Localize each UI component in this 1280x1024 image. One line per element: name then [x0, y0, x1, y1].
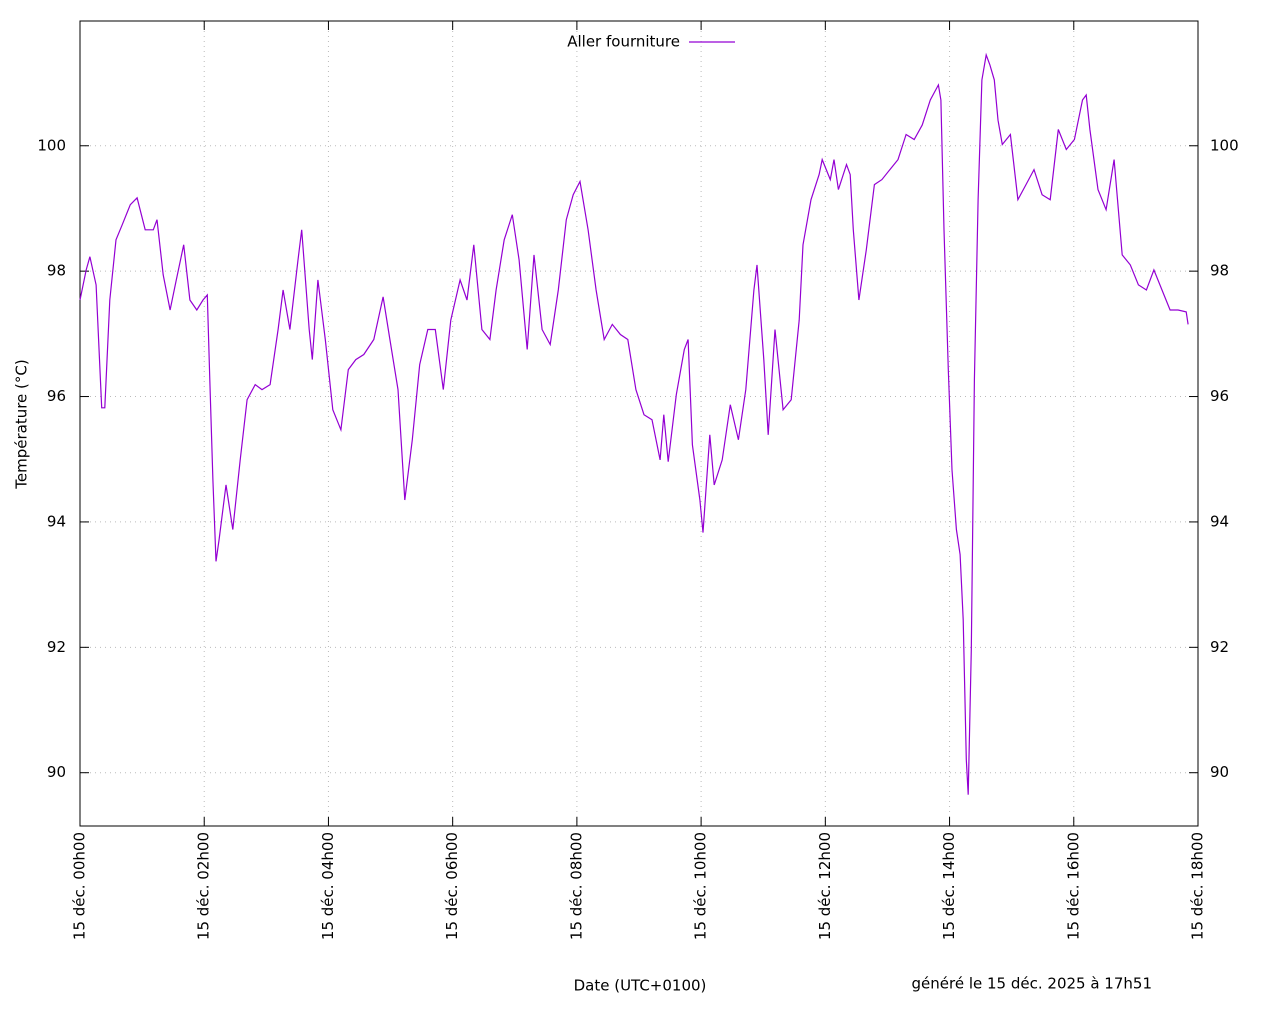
- x-tick-label: 15 déc. 16h00: [1064, 832, 1082, 940]
- x-axis-label: Date (UTC+0100): [574, 977, 707, 995]
- y-tick-label: 92: [47, 638, 66, 656]
- y2-tick-label: 96: [1210, 387, 1229, 405]
- y-axis-label: Température (°C): [13, 359, 31, 489]
- y2-tick-label: 100: [1210, 136, 1239, 154]
- y2-tick-label: 90: [1210, 763, 1229, 781]
- x-tick-label: 15 déc. 10h00: [692, 832, 710, 940]
- legend-label: Aller fourniture: [567, 33, 680, 51]
- y-tick-label: 96: [47, 387, 66, 405]
- y2-tick-label: 94: [1210, 512, 1229, 530]
- x-tick-label: 15 déc. 02h00: [195, 832, 213, 940]
- y-tick-label: 98: [47, 262, 66, 280]
- x-tick-label: 15 déc. 12h00: [816, 832, 834, 940]
- y2-tick-label: 98: [1210, 262, 1229, 280]
- x-tick-label: 15 déc. 18h00: [1189, 832, 1207, 940]
- footer: généré le 15 déc. 2025 à 17h51: [912, 975, 1152, 993]
- plot-frame: [79, 20, 1199, 827]
- y-tick-label: 100: [37, 136, 66, 154]
- x-tick-label: 15 déc. 08h00: [567, 832, 585, 940]
- x-tick-label: 15 déc. 00h00: [71, 832, 89, 940]
- data-line: [79, 52, 1189, 795]
- x-tick-label: 15 déc. 04h00: [319, 832, 337, 940]
- x-tick-label: 15 déc. 14h00: [940, 832, 958, 940]
- x-tick-label: 15 déc. 06h00: [443, 832, 461, 940]
- y2-tick-label: 92: [1210, 638, 1229, 656]
- y-tick-label: 94: [47, 512, 66, 530]
- y-tick-label: 90: [47, 763, 66, 781]
